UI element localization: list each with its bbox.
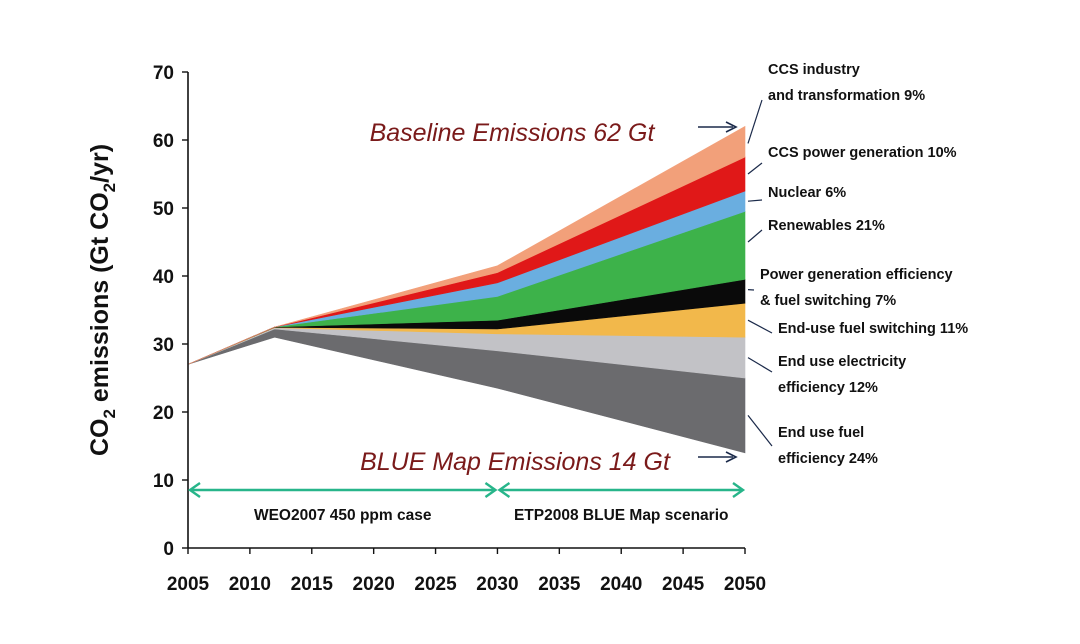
segment-label-3-line-0: Renewables 21% (768, 218, 885, 234)
segment-label-6-line-1: efficiency 12% (778, 380, 878, 396)
y-tick-label-70: 70 (153, 63, 174, 84)
segment-pointer-3 (747, 229, 763, 243)
segment-pointer-5 (747, 319, 773, 334)
x-tick-label-2015: 2015 (291, 574, 334, 595)
blue-map-callout: BLUE Map Emissions 14 Gt (360, 448, 671, 476)
y-axis-title-suffix: /yr) (86, 144, 114, 183)
period-arrowhead-right-1 (732, 482, 746, 498)
segment-labels: CCS industry and transformation 9% CCS pow… (747, 62, 968, 467)
y-axis-title-subscript-2: 2 (100, 183, 119, 192)
x-tick-label-2030: 2030 (476, 574, 518, 595)
y-tick-label-0: 0 (163, 539, 174, 560)
segment-label-7-line-1: efficiency 24% (778, 451, 878, 467)
segment-label-5-line-0: End-use fuel switching 11% (778, 321, 968, 337)
x-tick-label-2050: 2050 (724, 574, 766, 595)
segment-pointer-7 (747, 415, 773, 447)
y-tick-label-40: 40 (153, 267, 174, 288)
x-tick-label-2025: 2025 (414, 574, 457, 595)
x-tick-label-2035: 2035 (538, 574, 581, 595)
period-label-weo2007-450-ppm-case: WEO2007 450 ppm case (254, 507, 432, 524)
y-tick-label-30: 30 (153, 335, 174, 356)
period-arrowhead-right-0 (484, 482, 498, 498)
period-arrowhead-left-1 (497, 482, 511, 498)
period-arrows: WEO2007 450 ppm case ETP2008 BLUE Map sce… (187, 482, 746, 524)
segment-pointer-1 (747, 162, 763, 175)
baseline-callout-arrowhead (725, 121, 738, 133)
baseline-callout: Baseline Emissions 62 Gt (370, 119, 656, 147)
blue-map-callout-arrowhead (725, 451, 738, 463)
y-axis-title-prefix: CO (86, 419, 114, 457)
segment-label-4-line-1: & fuel switching 7% (760, 293, 896, 309)
segment-pointer-6 (747, 357, 773, 373)
y-axis-title-subscript: 2 (100, 409, 119, 418)
area-ccs-industry-and-transformation-9 (187, 125, 746, 365)
callouts: Baseline Emissions 62 Gt BLUE Map Emissio… (360, 119, 738, 476)
x-tick-label-2020: 2020 (353, 574, 395, 595)
segment-label-2-line-0: Nuclear 6% (768, 185, 846, 201)
y-axis-title: CO2 emissions (Gt CO2/yr) (86, 144, 119, 456)
segment-label-6-line-0: End use electricity (778, 354, 906, 370)
x-tick-label-2005: 2005 (167, 574, 210, 595)
y-tick-label-50: 50 (153, 199, 174, 220)
segment-label-4-line-0: Power generation efficiency (760, 267, 953, 283)
x-tick-label-2045: 2045 (662, 574, 705, 595)
y-tick-label-60: 60 (153, 131, 174, 152)
segment-label-7-line-0: End use fuel (778, 425, 864, 441)
y-tick-label-10: 10 (153, 471, 174, 492)
period-arrowhead-left-0 (187, 482, 201, 498)
stacked-areas (187, 125, 746, 454)
x-tick-label-2010: 2010 (229, 574, 271, 595)
segment-label-1-line-0: CCS power generation 10% (768, 145, 957, 161)
segment-pointer-0 (747, 99, 763, 144)
x-tick-label-2040: 2040 (600, 574, 642, 595)
y-tick-label-20: 20 (153, 403, 174, 424)
period-label-etp2008-blue-map-scenario: ETP2008 BLUE Map scenario (514, 507, 729, 524)
segment-pointer-2 (747, 199, 763, 202)
y-axis-title-middle: emissions (Gt CO (86, 192, 114, 409)
segment-label-0-line-0: CCS industry (768, 62, 860, 78)
svg-text:CO2 emissions (Gt CO2/yr): CO2 emissions (Gt CO2/yr) (86, 144, 119, 456)
segment-label-0-line-1: and transformation 9% (768, 88, 925, 104)
